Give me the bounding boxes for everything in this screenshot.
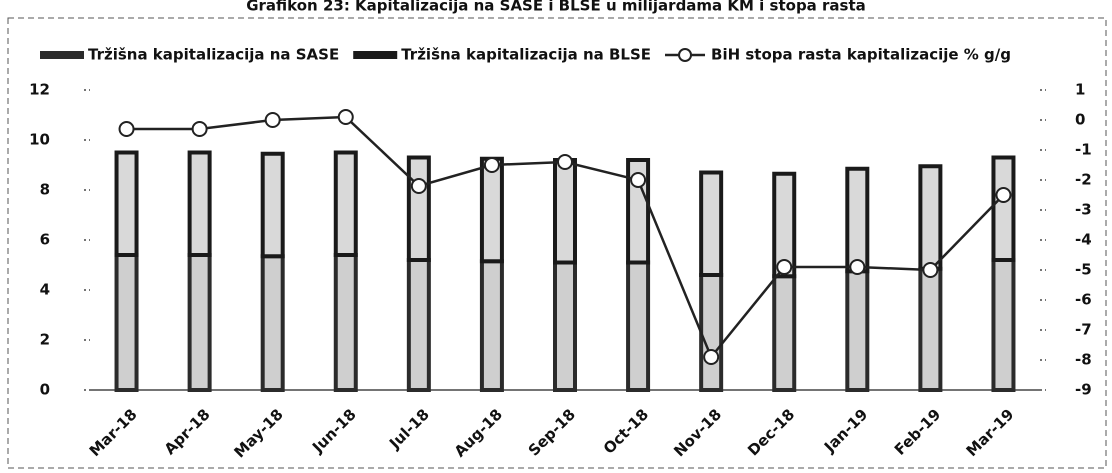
x-tick-label: Feb-19: [891, 405, 944, 458]
rate-marker: [849, 259, 866, 275]
x-tick-label: Dec-18: [744, 405, 798, 459]
bar: [845, 269, 870, 392]
bar: [699, 273, 724, 392]
y2-tick-label: -9: [1075, 381, 1092, 399]
rate-marker: [703, 349, 720, 365]
y2-tick-label: 1: [1075, 81, 1085, 99]
legend-swatch: [353, 51, 398, 59]
legend-swatch: [40, 51, 84, 59]
chart-title: Grafikon 23: Kapitalizacija na SASE i BL…: [246, 0, 866, 15]
rate-marker: [995, 187, 1012, 203]
legend-label: Tržišna kapitalizacija na SASE: [88, 46, 339, 64]
bar: [553, 260, 577, 392]
y2-tick-label: -3: [1075, 201, 1092, 219]
y-tick-label: 0: [40, 381, 50, 399]
bar: [406, 258, 431, 392]
bar: [479, 156, 504, 264]
y2-tick-label: -1: [1075, 141, 1092, 159]
bar: [260, 254, 285, 392]
chart-frame: [7, 17, 1107, 469]
rate-marker: [264, 112, 281, 128]
y2-tick-label: -7: [1075, 321, 1092, 339]
bar: [114, 150, 139, 257]
y2-tick-label: -4: [1075, 231, 1092, 249]
y-tick-label: 8: [40, 181, 50, 199]
rate-marker: [337, 109, 354, 125]
rate-marker: [483, 157, 500, 173]
y-tick-label: 12: [29, 81, 50, 99]
y2-tick-label: -2: [1075, 171, 1092, 189]
bar: [333, 150, 358, 257]
rate-marker: [410, 178, 427, 194]
y-tick-label: 10: [29, 131, 50, 149]
x-tick-label: Nov-18: [670, 405, 725, 460]
x-tick-label: May-18: [231, 405, 287, 461]
bar: [187, 150, 212, 257]
x-tick-label: Oct-18: [600, 405, 652, 457]
x-tick-label: Jun-18: [308, 405, 360, 457]
bar: [187, 253, 212, 392]
x-tick-label: Mar-19: [963, 405, 1018, 460]
y-tick-label: 6: [40, 231, 50, 249]
rate-marker: [922, 262, 939, 278]
bar: [114, 253, 139, 392]
y2-tick-label: -8: [1075, 351, 1092, 369]
legend-label: Tržišna kapitalizacija na BLSE: [401, 46, 651, 64]
bar: [260, 151, 285, 259]
rate-marker: [557, 154, 573, 170]
y-tick-label: 4: [40, 281, 50, 299]
x-tick-label: Apr-18: [161, 405, 214, 458]
bar: [553, 158, 577, 265]
bar: [991, 258, 1016, 392]
bar: [918, 164, 943, 271]
x-tick-label: Jul-18: [385, 405, 433, 453]
bar: [333, 253, 358, 392]
y2-tick-label: -6: [1075, 291, 1092, 309]
bar: [991, 155, 1016, 262]
y-tick-label: 2: [40, 331, 50, 349]
x-tick-label: Sep-18: [525, 405, 579, 459]
rate-marker: [630, 172, 647, 188]
bar: [479, 259, 504, 392]
bar: [772, 274, 797, 392]
legend-label: BiH stopa rasta kapitalizacije % g/g: [711, 46, 1011, 64]
legend-marker: [678, 48, 693, 62]
bar: [772, 171, 797, 279]
x-tick-label: Mar-18: [86, 405, 141, 460]
y2-tick-label: 0: [1075, 111, 1085, 129]
bar: [626, 260, 651, 392]
rate-marker: [191, 121, 208, 137]
bar: [918, 266, 943, 392]
rate-marker: [776, 259, 793, 275]
y2-tick-label: -5: [1075, 261, 1092, 279]
rate-marker: [118, 121, 135, 137]
bar: [845, 166, 870, 274]
bar: [406, 155, 431, 262]
bar: [699, 170, 724, 277]
x-tick-label: Aug-18: [451, 405, 506, 460]
x-tick-label: Jan-19: [820, 405, 871, 456]
